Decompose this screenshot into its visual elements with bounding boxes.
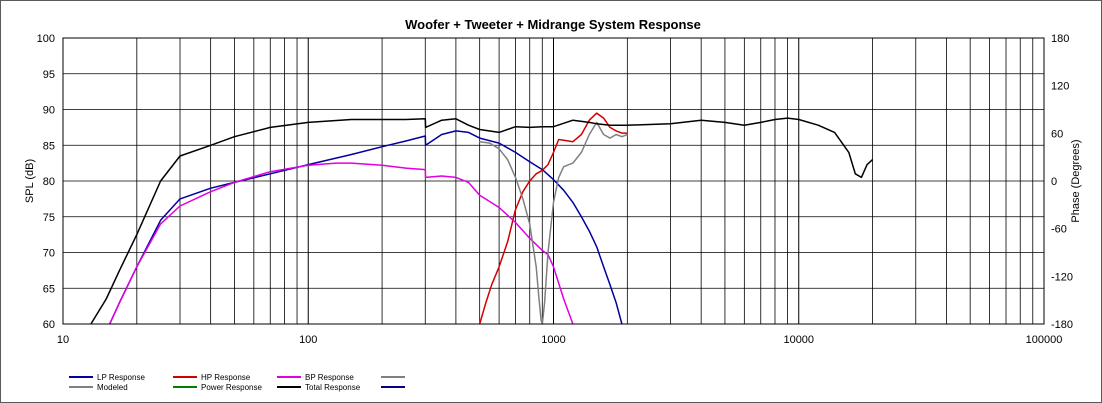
y2-tick-label: 120 xyxy=(1051,81,1069,93)
y-tick-label: 85 xyxy=(43,140,55,152)
y-tick-label: 60 xyxy=(43,319,55,331)
y-tick-labels: 100 95 90 85 80 75 70 65 60 xyxy=(37,33,55,331)
y-tick-label: 90 xyxy=(43,105,55,117)
x-tick-label: 10 xyxy=(57,334,69,346)
series-hp-response xyxy=(478,112,628,325)
legend-label: Power Response xyxy=(201,383,262,392)
y2-tick-label: -60 xyxy=(1051,224,1067,236)
x-tick-label: 100 xyxy=(299,334,317,346)
y2-tick-labels: 180 120 60 0 -60 -120 -180 xyxy=(1051,33,1073,331)
x-tick-label: 100000 xyxy=(1026,334,1063,346)
x-tick-labels: 10 100 1000 10000 100000 xyxy=(57,334,1062,346)
legend-label: Modeled xyxy=(97,383,128,392)
y-tick-label: 95 xyxy=(43,69,55,81)
y2-tick-label: 0 xyxy=(1051,176,1057,188)
legend-label: HP Response xyxy=(201,373,251,382)
y-axis-label: SPL (dB) xyxy=(24,159,36,203)
y-tick-label: 70 xyxy=(43,248,55,260)
plot-border xyxy=(62,37,1045,325)
x-tick-label: 1000 xyxy=(541,334,565,346)
x-tick-label: 10000 xyxy=(783,334,814,346)
y2-tick-label: 180 xyxy=(1051,33,1069,45)
legend-label: LP Response xyxy=(97,373,145,382)
grid xyxy=(63,38,1044,324)
y-tick-label: 75 xyxy=(43,212,55,224)
y-tick-label: 80 xyxy=(43,176,55,188)
series-lines xyxy=(90,112,874,325)
y2-tick-label: -180 xyxy=(1051,319,1073,331)
series-total-response xyxy=(90,117,874,325)
series-lp-response xyxy=(109,130,623,325)
y2-tick-label: -120 xyxy=(1051,271,1073,283)
series-unnamed-3 xyxy=(479,121,628,325)
legend-label: Total Response xyxy=(305,383,361,392)
y-tick-label: 65 xyxy=(43,283,55,295)
y2-tick-label: 60 xyxy=(1051,128,1063,140)
y-tick-label: 100 xyxy=(37,33,55,45)
series-bp-response xyxy=(109,162,574,325)
y2-axis-label: Phase (Degrees) xyxy=(1070,139,1082,222)
legend-label: BP Response xyxy=(305,373,354,382)
chart-title: Woofer + Tweeter + Midrange System Respo… xyxy=(405,17,701,32)
